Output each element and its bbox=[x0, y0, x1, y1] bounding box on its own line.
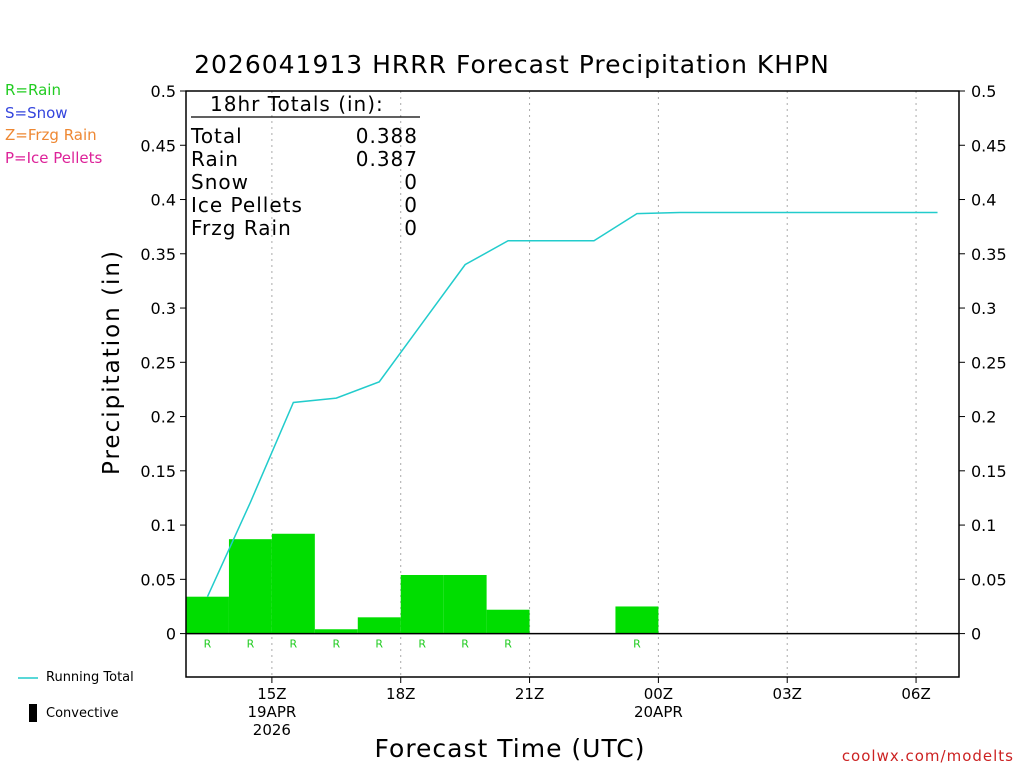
x-tick-label: 2026 bbox=[253, 721, 291, 739]
y-tick-label-right: 0.15 bbox=[971, 462, 1007, 481]
precip-bar bbox=[357, 617, 401, 634]
y-tick-label-left: 0.35 bbox=[140, 245, 176, 264]
y-tick-label-left: 0.3 bbox=[151, 299, 176, 318]
x-tick-label: 18Z bbox=[386, 685, 415, 703]
precip-bar bbox=[186, 596, 229, 634]
totals-row-value: 0.388 bbox=[356, 124, 418, 148]
running-total-line bbox=[206, 211, 938, 598]
legend-frzg-rain-key: Z=Frzg Rain bbox=[5, 126, 97, 144]
y-tick-label-right: 0.3 bbox=[971, 299, 996, 318]
x-tick-label: 21Z bbox=[515, 685, 544, 703]
totals-row-value: 0 bbox=[404, 216, 418, 240]
precip-bar bbox=[400, 574, 444, 634]
x-axis-label: Forecast Time (UTC) bbox=[374, 734, 646, 763]
totals-row-label: Rain bbox=[191, 147, 239, 171]
ptype-marker: R bbox=[418, 638, 426, 651]
ptype-marker: R bbox=[375, 638, 383, 651]
x-tick-label: 19APR bbox=[247, 703, 296, 721]
x-tick-label: 06Z bbox=[901, 685, 930, 703]
ptype-marker: R bbox=[204, 638, 212, 651]
totals-row-label: Ice Pellets bbox=[191, 193, 303, 217]
y-tick-label-left: 0 bbox=[166, 625, 176, 644]
convective-legend-label: Convective bbox=[46, 706, 119, 721]
ptype-marker: R bbox=[247, 638, 255, 651]
y-tick-label-left: 0.1 bbox=[151, 516, 176, 535]
totals-row-label: Frzg Rain bbox=[191, 216, 292, 240]
legend-snow-key: S=Snow bbox=[5, 104, 68, 122]
y-tick-label-right: 0.25 bbox=[971, 353, 1007, 372]
y-tick-label-left: 0.25 bbox=[140, 353, 176, 372]
y-tick-label-right: 0.1 bbox=[971, 516, 996, 535]
y-tick-label-right: 0.2 bbox=[971, 408, 996, 427]
y-tick-label-left: 0.05 bbox=[140, 570, 176, 589]
y-axis-label: Precipitation (in) bbox=[99, 249, 125, 475]
precip-bar bbox=[271, 533, 315, 634]
y-tick-label-right: 0 bbox=[971, 625, 981, 644]
y-tick-label-right: 0.05 bbox=[971, 570, 1007, 589]
x-tick-label: 20APR bbox=[634, 703, 683, 721]
y-tick-label-right: 0.4 bbox=[971, 191, 996, 210]
plot-frame bbox=[185, 90, 960, 678]
convective-legend-symbol bbox=[29, 704, 37, 722]
y-tick-label-left: 0.15 bbox=[140, 462, 176, 481]
y-tick-label-right: 0.5 bbox=[971, 82, 996, 101]
ptype-marker: R bbox=[290, 638, 298, 651]
totals-row-value: 0 bbox=[404, 170, 418, 194]
ptype-marker: R bbox=[332, 638, 340, 651]
totals-row-value: 0.387 bbox=[356, 147, 418, 171]
precip-bar bbox=[486, 609, 530, 634]
x-tick-label: 00Z bbox=[644, 685, 673, 703]
x-tick-label: 15Z bbox=[257, 685, 286, 703]
chart-title: 2026041913 HRRR Forecast Precipitation K… bbox=[194, 50, 830, 79]
running-total-legend-label: Running Total bbox=[46, 670, 134, 685]
x-tick-label: 03Z bbox=[773, 685, 802, 703]
y-tick-label-right: 0.35 bbox=[971, 245, 1007, 264]
y-tick-label-left: 0.2 bbox=[151, 408, 176, 427]
y-tick-label-right: 0.45 bbox=[971, 136, 1007, 155]
legend-ice-pellets-key: P=Ice Pellets bbox=[5, 149, 103, 167]
precip-bar bbox=[443, 574, 487, 634]
totals-row-value: 0 bbox=[404, 193, 418, 217]
precip-bar bbox=[615, 606, 659, 634]
ptype-marker: R bbox=[504, 638, 512, 651]
y-tick-label-left: 0.5 bbox=[151, 82, 176, 101]
ptype-marker: R bbox=[633, 638, 641, 651]
precip-bar bbox=[228, 539, 272, 634]
y-tick-label-left: 0.45 bbox=[140, 136, 176, 155]
y-tick-label-left: 0.4 bbox=[151, 191, 176, 210]
totals-row-label: Total bbox=[190, 124, 243, 148]
legend-rain-key: R=Rain bbox=[5, 81, 61, 99]
precip-bar bbox=[314, 629, 358, 634]
totals-row-label: Snow bbox=[191, 170, 249, 194]
totals-heading: 18hr Totals (in): bbox=[210, 92, 384, 116]
source-credit: coolwx.com/modelts bbox=[841, 747, 1014, 765]
ptype-marker: R bbox=[461, 638, 469, 651]
